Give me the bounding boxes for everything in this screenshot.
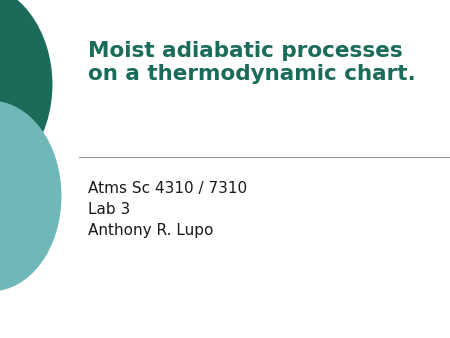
Ellipse shape	[0, 0, 52, 186]
Ellipse shape	[0, 101, 61, 291]
Text: Moist adiabatic processes
on a thermodynamic chart.: Moist adiabatic processes on a thermodyn…	[88, 41, 415, 84]
Text: Atms Sc 4310 / 7310
Lab 3
Anthony R. Lupo: Atms Sc 4310 / 7310 Lab 3 Anthony R. Lup…	[88, 181, 247, 238]
